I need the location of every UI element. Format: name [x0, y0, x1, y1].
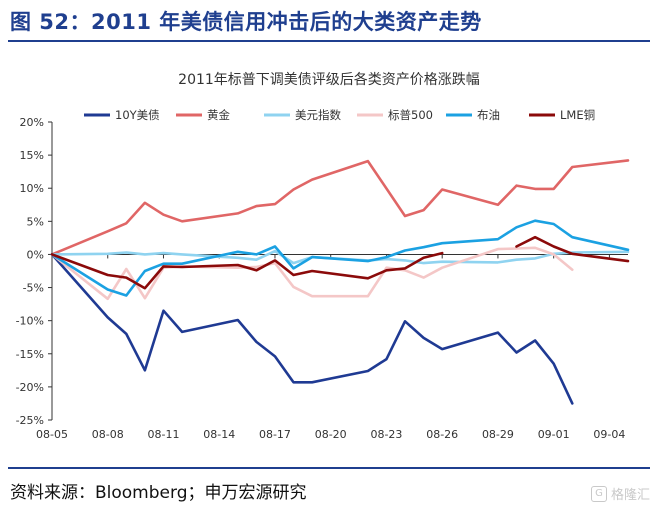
series-line — [50, 159, 630, 256]
series-layer — [50, 159, 630, 405]
y-tick-label: 0% — [27, 248, 44, 261]
series-line — [515, 235, 630, 263]
series-line — [50, 249, 630, 265]
x-tick-label: 08-20 — [315, 428, 347, 441]
legend-label: 标普500 — [388, 108, 433, 122]
series-line — [50, 251, 444, 290]
bottom-rule — [8, 467, 650, 469]
series-line — [50, 246, 574, 301]
source-note: 资料来源：Bloomberg；申万宏源研究 — [10, 483, 307, 503]
x-tick-label: 09-04 — [593, 428, 625, 441]
legend-label: 黄金 — [207, 108, 230, 122]
y-tick-label: -5% — [23, 282, 44, 295]
x-tick-label: 08-29 — [482, 428, 514, 441]
y-tick-label: 5% — [27, 215, 44, 228]
x-tick-label: 08-26 — [426, 428, 458, 441]
y-tick-label: -20% — [16, 381, 44, 394]
x-tick-label: 08-05 — [36, 428, 68, 441]
legend-label: 布油 — [477, 108, 500, 122]
x-tick-label: 09-01 — [538, 428, 570, 441]
legend-label: 美元指数 — [295, 108, 341, 122]
y-tick-label: -10% — [16, 315, 44, 328]
series-line — [50, 219, 630, 297]
x-tick-label: 08-11 — [147, 428, 179, 441]
watermark-text: 格隆汇 — [610, 488, 650, 503]
x-tick-label: 08-23 — [370, 428, 402, 441]
top-rule — [8, 40, 650, 42]
x-axis: 08-05 08-08 08-11 08-14 08-17 08-20 08-23 08-26… — [36, 253, 628, 441]
x-tick-label: 08-08 — [92, 428, 124, 441]
y-tick-label: -25% — [16, 414, 44, 427]
x-tick-label: 08-14 — [203, 428, 235, 441]
watermark-logo-icon: G — [590, 485, 607, 502]
y-tick-label: -15% — [16, 348, 44, 361]
watermark: G 格隆汇 — [590, 484, 650, 503]
legend-label: LME铜 — [560, 108, 595, 122]
legend-label: 10Y美债 — [115, 108, 160, 122]
y-tick-label: 10% — [20, 182, 44, 195]
y-axis: 20% 15% 10% 5% 0% -5% -10% -15% -20% -25% — [16, 116, 53, 427]
y-tick-label: 20% — [20, 116, 44, 129]
x-tick-label: 08-17 — [259, 428, 291, 441]
line-chart: 2011年标普下调美债评级后各类资产价格涨跌幅 10Y美债 黄金 美元指数 标普500… — [16, 72, 630, 441]
figure-title: 图 52：2011 年美债信用冲击后的大类资产走势 — [10, 10, 482, 34]
y-tick-label: 15% — [20, 149, 44, 162]
chart-title: 2011年标普下调美债评级后各类资产价格涨跌幅 — [178, 72, 480, 88]
series-line — [50, 253, 574, 405]
chart-legend: 10Y美债 黄金 美元指数 标普500 布油 LME铜 — [84, 108, 595, 122]
